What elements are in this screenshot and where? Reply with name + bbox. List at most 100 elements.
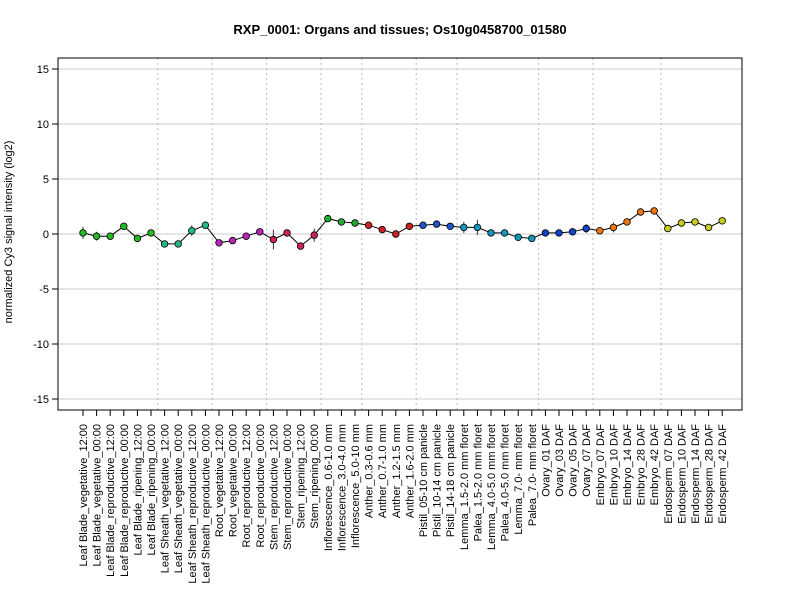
x-tick-label: Ovary_03 DAF — [554, 424, 566, 497]
x-tick-label: Lemma_4.0-5.0 mm floret — [486, 424, 498, 550]
series-expression — [79, 207, 726, 250]
data-point — [283, 229, 291, 237]
x-tick-label: Root_vegetative_12:00 — [214, 424, 226, 537]
x-tick-label: Stem_ripening_00:00 — [309, 424, 321, 529]
data-point — [174, 240, 182, 248]
x-tick-label: Ovary_05 DAF — [568, 424, 580, 497]
data-point — [269, 235, 278, 244]
x-tick-label: Leaf Sheath_vegetative_00:00 — [173, 424, 185, 573]
data-point — [364, 221, 373, 229]
x-tick-label: Pistil_05-10 cm panicle — [418, 424, 430, 537]
x-tick-label: Leaf Blade_reproductive_12:00 — [105, 424, 117, 577]
data-point — [432, 220, 441, 228]
data-point — [120, 222, 128, 230]
x-tick-label: Leaf Blade_vegetative_12:00 — [78, 424, 90, 567]
group-separators — [157, 58, 662, 410]
x-tick-label: Root_vegetative_00:00 — [228, 424, 240, 537]
x-tick-label: Embryo_07 DAF — [595, 424, 607, 506]
x-tick-label: Stem_reproductive_12:00 — [268, 424, 280, 550]
x-tick-label: Inflorescence_3.0-4.0 mm — [336, 424, 348, 551]
x-tick-label: Palea_4.0-5.0 mm floret — [500, 424, 512, 541]
data-point — [473, 223, 482, 232]
x-tick-label: Leaf Sheath_vegetative_12:00 — [160, 424, 172, 573]
data-point — [528, 234, 536, 243]
x-tick-label: Inflorescence_0.6-1.0 mm — [323, 424, 335, 551]
x-tick-label: Embryo_10 DAF — [608, 424, 620, 506]
x-tick-label: Endosperm_14 DAF — [690, 424, 702, 524]
x-tick-label: Palea_7.0- mm floret — [527, 424, 539, 526]
data-point — [704, 223, 713, 232]
data-point — [351, 219, 359, 227]
data-point — [79, 229, 87, 237]
y-tick-label: -10 — [33, 339, 49, 351]
x-tick-label: Embryo_14 DAF — [622, 424, 634, 506]
data-point — [596, 226, 604, 235]
y-tick-label: 15 — [37, 64, 49, 76]
x-tick-label: Ovary_07 DAF — [581, 424, 593, 497]
x-tick-label: Leaf Sheath_reproductive_00:00 — [200, 424, 212, 584]
x-tick-label: Leaf Blade_reproductive_00:00 — [119, 424, 131, 577]
data-point — [650, 207, 658, 215]
x-tick-label: Anther_1.6-2.0 mm — [404, 424, 416, 518]
data-point — [582, 224, 590, 233]
data-point — [405, 222, 414, 230]
data-point — [677, 219, 686, 227]
y-axis: -15 -10 -5 0 5 10 15 — [33, 64, 58, 406]
x-tick-label: Embryo_42 DAF — [649, 424, 661, 506]
x-tick-label: Lemma_7.0- mm floret — [513, 424, 525, 535]
data-point — [392, 230, 400, 238]
data-point — [215, 239, 223, 247]
x-tick-label: Stem_ripening_12:00 — [296, 424, 308, 529]
data-point — [242, 232, 250, 240]
data-point — [188, 226, 196, 235]
y-tick-label: 0 — [43, 229, 49, 241]
x-tick-label: Lemma_1.5-2.0 mm floret — [459, 424, 471, 550]
data-point — [296, 242, 305, 250]
x-tick-label: Stem_reproductive_00:00 — [282, 424, 294, 550]
data-point — [378, 225, 386, 234]
x-tick-label: Anther_1.2-1.5 mm — [391, 424, 403, 518]
data-point — [228, 236, 237, 245]
x-tick-label: Pistil_14-18 cm panicle — [445, 424, 457, 537]
y-axis-label: normalized Cy3 signal intensity (log2) — [3, 141, 15, 324]
x-tick-label: Leaf Blade_ripening_12:00 — [132, 424, 144, 556]
x-tick-label: Anther_0.3-0.6 mm — [364, 424, 376, 518]
x-tick-label: Leaf Blade_ripening_00:00 — [146, 424, 158, 556]
data-point — [201, 221, 210, 229]
x-tick-label: Endosperm_07 DAF — [663, 424, 675, 524]
data-point — [609, 223, 618, 232]
x-tick-label: Inflorescence_5.0-10 mm — [350, 424, 362, 548]
data-point — [337, 218, 346, 226]
data-point — [636, 208, 645, 216]
plot-frame — [57, 57, 743, 411]
data-point — [92, 232, 101, 240]
data-point — [446, 222, 454, 230]
y-tick-label: 10 — [37, 119, 49, 131]
chart-title: RXP_0001: Organs and tissues; Os10g04587… — [233, 22, 566, 37]
y-tick-label: -15 — [33, 394, 49, 406]
data-point — [718, 217, 726, 225]
x-tick-label: Ovary_01 DAF — [540, 424, 552, 497]
data-point — [623, 218, 631, 226]
x-tick-label: Endosperm_10 DAF — [676, 424, 688, 524]
y-tick-label: -5 — [39, 284, 49, 296]
gridlines — [58, 68, 742, 400]
data-point — [691, 218, 699, 226]
x-tick-label: Palea_1.5-2.0 mm floret — [472, 424, 484, 541]
data-point — [541, 229, 550, 237]
data-point — [555, 229, 563, 237]
data-point — [160, 240, 169, 248]
data-point — [568, 228, 577, 236]
x-tick-label: Leaf Sheath_reproductive_12:00 — [187, 424, 199, 584]
x-tick-label: Anther_0.7-1.0 mm — [377, 424, 389, 518]
x-tick-label: Leaf Blade_vegetative_00:00 — [92, 424, 104, 567]
data-point — [460, 223, 468, 232]
data-point — [133, 234, 142, 243]
x-tick-label: Pistil_10-14 cm panicle — [432, 424, 444, 537]
data-point — [500, 229, 509, 237]
x-tick-label: Endosperm_28 DAF — [704, 424, 716, 524]
data-point — [514, 233, 522, 241]
x-tick-label: Root_reproductive_12:00 — [241, 424, 253, 548]
